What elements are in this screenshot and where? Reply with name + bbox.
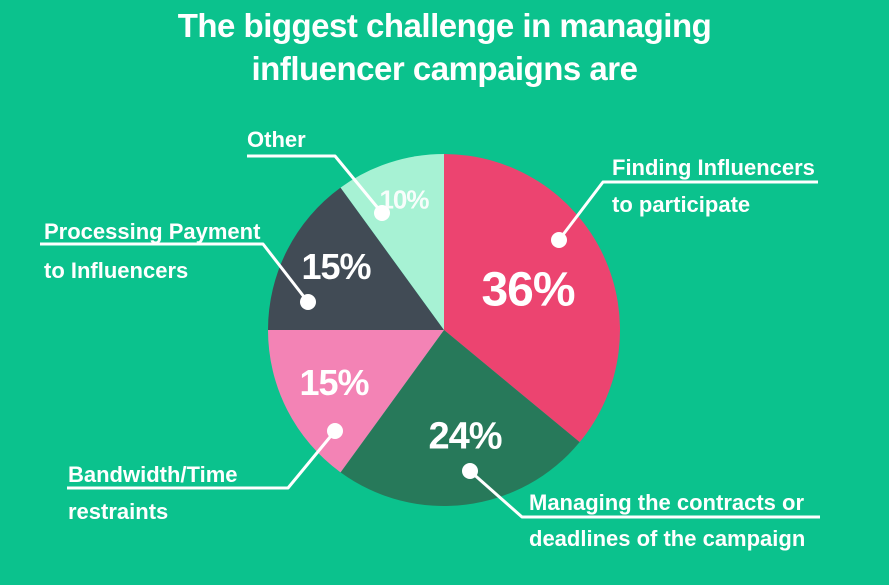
callout-lines [40,154,820,519]
callout-dot-other [374,205,390,221]
callout-label-finding-influencers: Finding Influencers to participate [612,155,815,217]
pie-slice-processing-payment-to-influencers [268,187,444,330]
callout-label-bandwidth-time: Bandwidth/Time restraints [68,462,238,524]
callout-line-bandwidth-time [67,430,337,490]
pct-label-bandwidth-time: 15% [299,362,369,403]
callout-line-other [247,154,384,214]
pct-label-other: 10% [379,184,429,215]
callout-dot-processing-payment [300,294,316,310]
pie-slice-other [340,154,444,330]
pct-label-finding-influencers: 36% [481,263,575,317]
callout-dot-finding-influencers [551,232,567,248]
pie-slice-managing-the-contracts-or-deadlines-of-the-campaign [340,330,580,507]
callout-dot-bandwidth-time [327,423,343,439]
callout-label-processing-payment: Processing Payment to Influencers [44,219,261,283]
chart-title-line2: influencer campaigns are [251,50,638,87]
callout-label-other: Other [247,127,306,152]
pct-label-processing-payment: 15% [301,246,371,287]
callout-dot-managing-contracts [462,463,478,479]
pie-slice-finding-influencers-to-participate [444,154,621,443]
pie-slice-bandwidth-time-restraints [268,330,444,473]
pie-slices [268,154,621,507]
pct-label-managing-contracts: 24% [428,415,502,458]
callout-line-processing-payment [40,242,310,303]
chart-title: The biggest challenge in managing influe… [0,4,889,90]
chart-title-line1: The biggest challenge in managing [177,7,712,44]
callout-line-managing-contracts [469,469,820,519]
callout-line-finding-influencers [557,180,818,241]
callout-label-managing-contracts: Managing the contracts or deadlines of t… [529,490,806,551]
